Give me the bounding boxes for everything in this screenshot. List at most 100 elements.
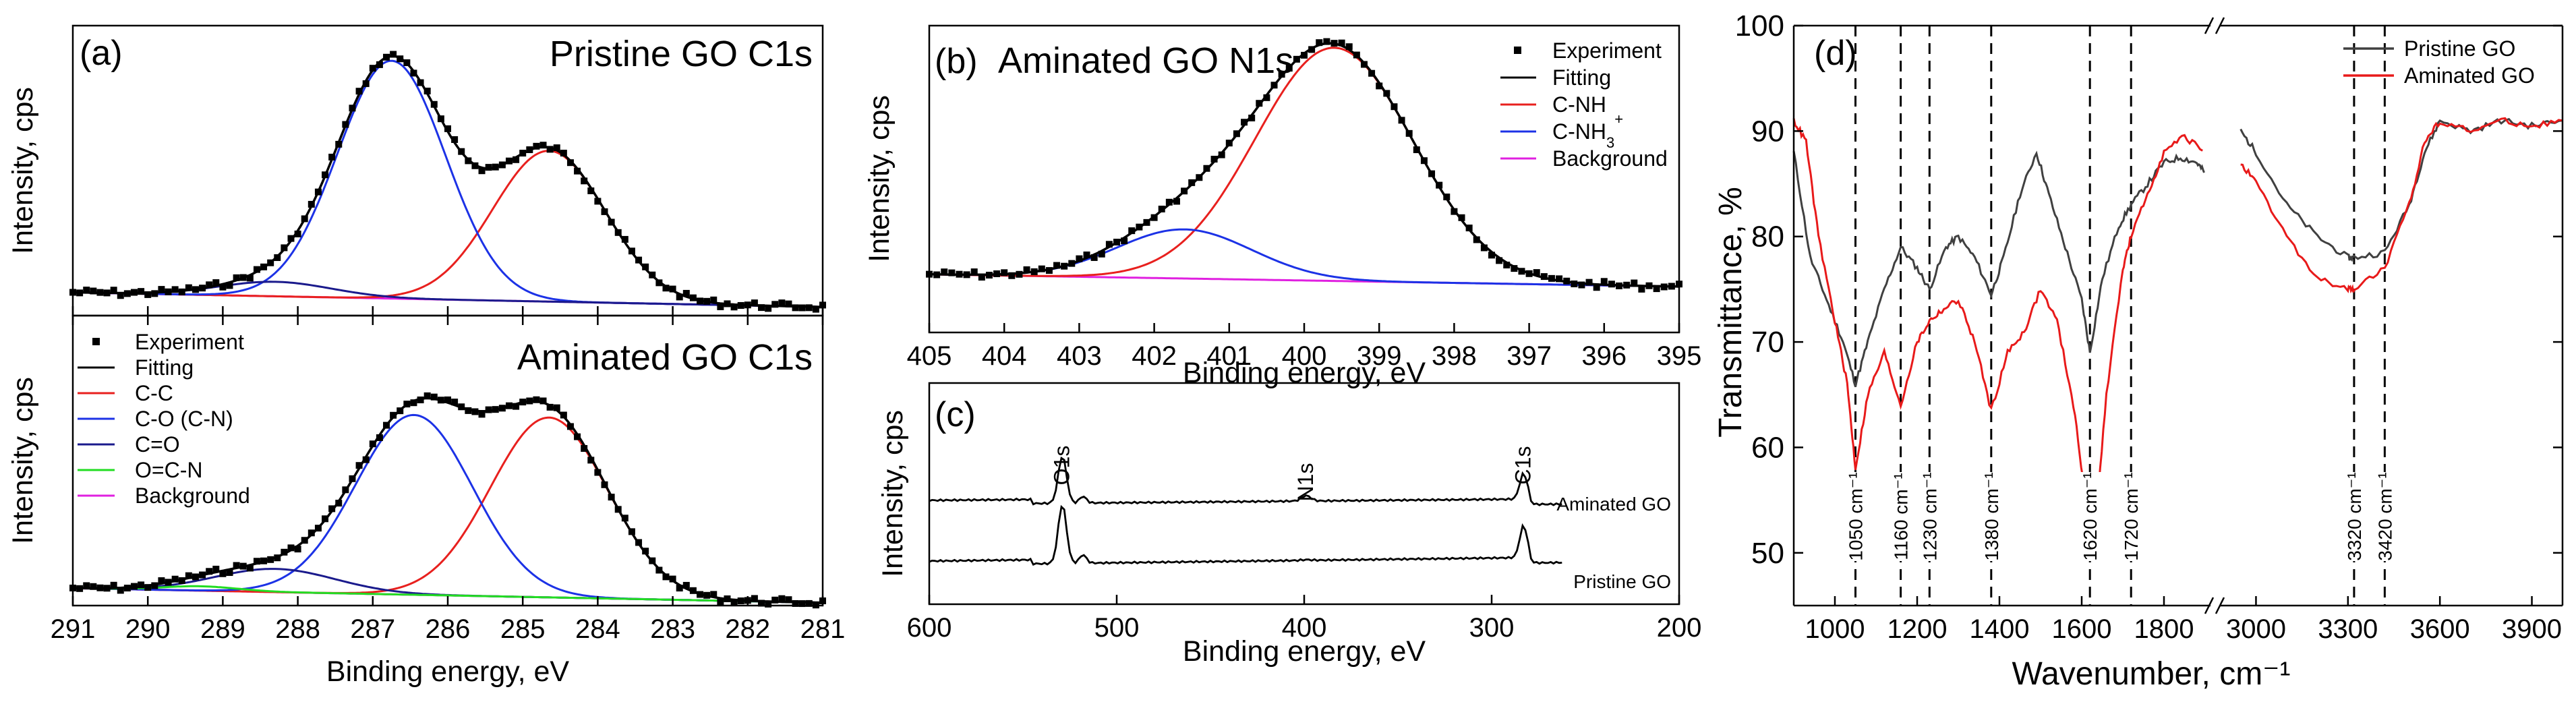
series-1-line-low — [1792, 150, 2205, 388]
legend-label: Pristine GO — [2404, 36, 2515, 61]
axis-break-mark — [2204, 17, 2215, 34]
experiment-point — [1301, 51, 1308, 59]
experiment-point — [287, 235, 295, 242]
experiment-point — [117, 292, 124, 299]
legend-subscript: 3 — [1606, 134, 1614, 151]
experiment-point — [1428, 170, 1436, 177]
experiment-point — [533, 142, 540, 150]
experiment-point — [970, 268, 978, 276]
experiment-point — [260, 557, 268, 564]
panel-c-x-tick-label: 300 — [1469, 613, 1515, 643]
legend-label: C-NH — [1552, 92, 1606, 117]
experiment-point — [403, 401, 411, 408]
experiment-point — [1398, 117, 1405, 124]
experiment-point — [185, 284, 192, 291]
experiment-point — [458, 148, 465, 155]
experiment-point — [751, 299, 758, 307]
experiment-point — [471, 162, 479, 169]
experiment-point — [383, 421, 390, 429]
annotation-label: 1050 cm⁻¹ — [1846, 472, 1867, 561]
experiment-point — [1225, 140, 1233, 147]
experiment-point — [682, 289, 690, 297]
experiment-point — [1105, 241, 1113, 248]
experiment-point — [553, 144, 560, 152]
pristine-go-line — [929, 504, 1562, 566]
experiment-point — [608, 218, 615, 226]
experiment-point — [342, 121, 349, 128]
experiment-point — [1188, 179, 1196, 186]
legend-superscript: + — [1614, 111, 1623, 127]
experiment-point — [985, 272, 993, 279]
experiment-point — [294, 230, 301, 237]
experiment-point — [1556, 275, 1563, 283]
experiment-point — [403, 59, 411, 66]
experiment-point — [165, 288, 172, 295]
panel-b-x-tick-label: 404 — [982, 341, 1027, 371]
experiment-point — [110, 287, 117, 294]
experiment-point — [710, 296, 718, 303]
experiment-point — [465, 407, 472, 414]
experiment-point — [144, 584, 152, 591]
experiment-point — [151, 290, 158, 297]
experiment-point — [1443, 194, 1451, 201]
panel-b-x-tick-label: 398 — [1432, 341, 1477, 371]
experiment-point — [1061, 262, 1068, 270]
experiment-point — [328, 153, 336, 160]
experiment-point — [1278, 71, 1285, 78]
experiment-point — [1023, 266, 1030, 273]
experiment-point — [608, 494, 615, 501]
experiment-point — [158, 577, 165, 585]
panel-b-x-tick-label: 397 — [1506, 341, 1552, 371]
experiment-point — [655, 279, 663, 287]
experiment-point — [83, 582, 90, 589]
panel-a-bottom-title: Aminated GO C1s — [517, 337, 813, 378]
panel-a-x-tick-label: 291 — [51, 614, 96, 644]
experiment-point — [1076, 255, 1083, 262]
experiment-point — [322, 515, 329, 523]
experiment-point — [397, 55, 404, 63]
experiment-point — [771, 596, 779, 604]
experiment-point — [1480, 244, 1488, 252]
legend-label: Aminated GO — [2404, 63, 2535, 88]
experiment-point — [390, 51, 397, 58]
experiment-point — [614, 506, 622, 513]
panel-b-ylabel: Intensity, cps — [863, 95, 896, 262]
experiment-point — [526, 397, 533, 405]
experiment-point — [1578, 281, 1585, 289]
experiment-point — [1150, 214, 1158, 221]
panel-b-x-tick-label: 396 — [1581, 341, 1627, 371]
experiment-point — [621, 515, 628, 522]
experiment-point — [1600, 278, 1608, 285]
experiment-point — [171, 286, 179, 293]
experiment-point — [123, 290, 131, 297]
experiment-point — [199, 571, 206, 579]
experiment-point — [185, 572, 192, 579]
panel-a-x-tick-label: 281 — [800, 614, 846, 644]
peak-label: O1s — [1049, 446, 1074, 486]
experiment-point — [226, 282, 233, 289]
experiment-point — [1593, 284, 1600, 291]
panel-c-curves — [929, 456, 1562, 566]
panel-a-xps-c1s: 291 290 289 288 287 286 285 284 283 282 281 (a) Pr… — [7, 24, 846, 688]
annotation-label: 1160 cm⁻¹ — [1891, 473, 1912, 560]
experiment-point — [1016, 270, 1023, 278]
x-tick-label: 1800 — [2134, 614, 2194, 644]
experiment-point — [383, 53, 390, 61]
experiment-point — [369, 440, 376, 448]
annotation-label: 3320 cm⁻¹ — [2344, 472, 2365, 561]
axis-break-mark — [2215, 597, 2225, 614]
experiment-point — [758, 599, 765, 607]
experiment-point — [1458, 214, 1465, 221]
experiment-point — [192, 573, 199, 581]
panel-a-x-ticks: 291 290 289 288 287 286 285 284 283 282 281 — [51, 306, 846, 644]
experiment-point — [430, 393, 438, 401]
experiment-point — [1473, 236, 1480, 243]
experiment-point — [737, 597, 744, 605]
experiment-point — [165, 579, 172, 586]
experiment-point — [1638, 285, 1645, 293]
experiment-point — [369, 65, 376, 72]
experiment-point — [451, 399, 459, 406]
annotation-backdrop — [2078, 472, 2103, 561]
experiment-point — [239, 274, 247, 281]
